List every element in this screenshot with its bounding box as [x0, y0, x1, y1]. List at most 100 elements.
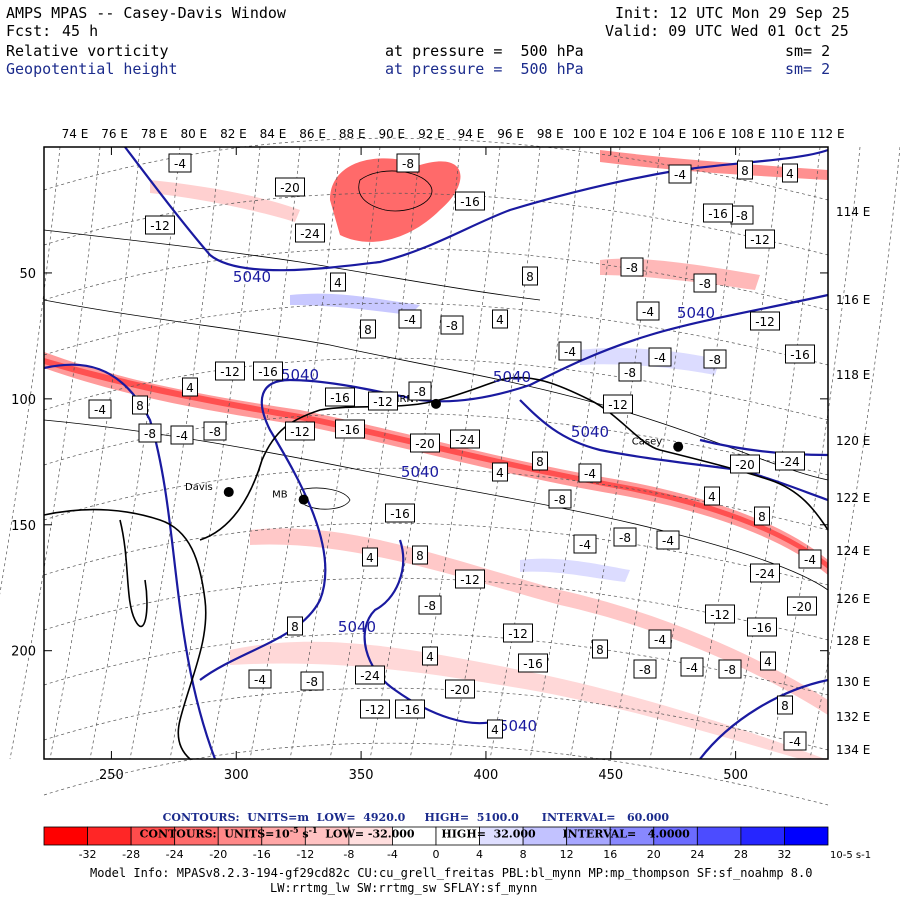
vorticity-label-text: 8 — [758, 510, 766, 524]
colorbar-tick-6: -8 — [343, 848, 354, 861]
vorticity-label-text: -4 — [804, 553, 816, 567]
vorticity-label-box — [335, 419, 365, 439]
y-tick-label-3: 200 — [11, 645, 36, 660]
height-units: CONTOURS: UNITS=m — [162, 811, 310, 824]
vort-units-sexp: -1 — [308, 825, 318, 835]
vorticity-label-text: -20 — [792, 600, 812, 614]
station-marker-casey — [673, 441, 684, 452]
colorbar-tick-10: 8 — [520, 848, 527, 861]
parallel-9 — [43, 632, 829, 696]
vorticity-label-box — [412, 545, 428, 565]
vorticity-label-17: -8 — [203, 421, 227, 441]
vorticity-label-box — [532, 451, 548, 471]
vorticity-label-box — [548, 489, 572, 509]
meridian-11 — [409, 146, 501, 760]
fcst-label: Fcst: — [6, 22, 52, 40]
field1-sm: sm= 2 — [785, 42, 831, 60]
vorticity-label-box — [275, 177, 305, 197]
height-contour-4 — [519, 399, 829, 502]
vorticity-label-55: 8 — [287, 616, 303, 636]
vorticity-label-24: -4 — [578, 463, 602, 483]
vorticity-label-44: 4 — [362, 547, 378, 567]
vorticity-label-box — [368, 391, 398, 411]
vorticity-label-box — [396, 153, 420, 173]
top-lon-label-6: 86 E — [299, 127, 326, 141]
vorticity-label-text: -12 — [750, 233, 770, 247]
vort-interval: INTERVAL= 4.0000 — [562, 827, 690, 841]
height-label-6: 5040 — [677, 304, 715, 322]
vorticity-label-4: -20 — [275, 177, 305, 197]
vorticity-label-box — [253, 361, 283, 381]
vorticity-label-box — [775, 451, 805, 471]
vorticity-label-text: -16 — [790, 348, 810, 362]
vorticity-label-47: -8 — [613, 527, 637, 547]
vorticity-label-6: 4 — [330, 272, 346, 292]
top-lon-label-5: 84 E — [260, 127, 287, 141]
vorticity-label-text: -8 — [144, 427, 156, 441]
model-info-2: LW:rrtmg_lw SW:rrtmg_sw SFLAY:sf_mynn — [270, 881, 538, 895]
vorticity-label-box — [703, 349, 727, 369]
vorticity-label-box — [656, 530, 680, 550]
vorticity-label-text: 8 — [364, 323, 372, 337]
vorticity-label-37: -24 — [775, 451, 805, 471]
vorticity-label-box — [703, 203, 733, 223]
vorticity-label-64: -4 — [680, 657, 704, 677]
vorticity-label-text: 4 — [708, 490, 716, 504]
top-lon-label-8: 90 E — [378, 127, 405, 141]
parallel-10 — [43, 687, 829, 751]
model-info: Model Info: MPASv8.2.3-194-gf29cd82c CU:… — [90, 866, 813, 880]
vorticity-label-text: 4 — [426, 650, 434, 664]
vorticity-label-text: -16 — [340, 423, 360, 437]
vorticity-label-box — [750, 311, 780, 331]
vorticity-label-50: -12 — [503, 623, 533, 643]
vorticity-label-text: -16 — [708, 207, 728, 221]
height-label-7: 5040 — [493, 368, 531, 386]
vorticity-label-box — [455, 191, 485, 211]
vorticity-label-text: 8 — [536, 455, 544, 469]
vort-units-exp: -5 — [289, 825, 299, 835]
vorticity-label-box — [648, 347, 672, 367]
vorticity-label-box — [362, 547, 378, 567]
vorticity-label-41: -8 — [548, 489, 572, 509]
vorticity-label-3: -16 — [455, 191, 485, 211]
vorticity-shade-1 — [44, 358, 828, 569]
top-lon-label-0: 74 E — [62, 127, 89, 141]
parallel-5 — [43, 412, 829, 476]
plot-title: AMPS MPAS -- Casey-Davis Window — [6, 4, 286, 22]
vorticity-label-39: 8 — [754, 506, 770, 526]
vorticity-label-70: 4 — [760, 651, 776, 671]
vorticity-label-box — [633, 659, 657, 679]
vorticity-label-8: -4 — [398, 309, 422, 329]
vorticity-label-58: -12 — [360, 699, 390, 719]
vorticity-label-box — [503, 623, 533, 643]
vorticity-label-76: 4 — [782, 163, 798, 183]
vorticity-label-79: -8 — [703, 349, 727, 369]
colorbar-tick-14: 24 — [690, 848, 704, 861]
vorticity-label-32: -4 — [636, 301, 660, 321]
vorticity-label-text: -4 — [674, 168, 686, 182]
vorticity-label-text: -4 — [662, 534, 674, 548]
vorticity-label-54: 4 — [422, 646, 438, 666]
top-lon-label-1: 76 E — [101, 127, 128, 141]
vorticity-label-text: -8 — [424, 599, 436, 613]
vorticity-label-text: -4 — [564, 345, 576, 359]
vorticity-label-text: 8 — [781, 699, 789, 713]
vorticity-label-box — [88, 399, 112, 419]
vorticity-label-57: -8 — [300, 671, 324, 691]
colorbar-tick-8: 0 — [433, 848, 440, 861]
colorbar-cell-17 — [784, 826, 829, 846]
height-label-1: 5040 — [281, 366, 319, 384]
right-lon-label-8: 130 E — [836, 675, 870, 689]
height-low: LOW= 4920.0 — [316, 811, 406, 824]
vorticity-label-text: 8 — [596, 643, 604, 657]
vorticity-label-31: -8 — [620, 257, 644, 277]
vorticity-label-box — [170, 425, 194, 445]
vorticity-label-text: -8 — [639, 663, 651, 677]
station-label-mb: MB — [272, 490, 288, 501]
colorbar-tick-0: -32 — [79, 848, 97, 861]
vorticity-label-box — [168, 153, 192, 173]
coast-inlet — [119, 519, 148, 628]
colorbar-tick-13: 20 — [647, 848, 661, 861]
meridian-4 — [129, 146, 221, 760]
top-lon-label-9: 92 E — [418, 127, 445, 141]
